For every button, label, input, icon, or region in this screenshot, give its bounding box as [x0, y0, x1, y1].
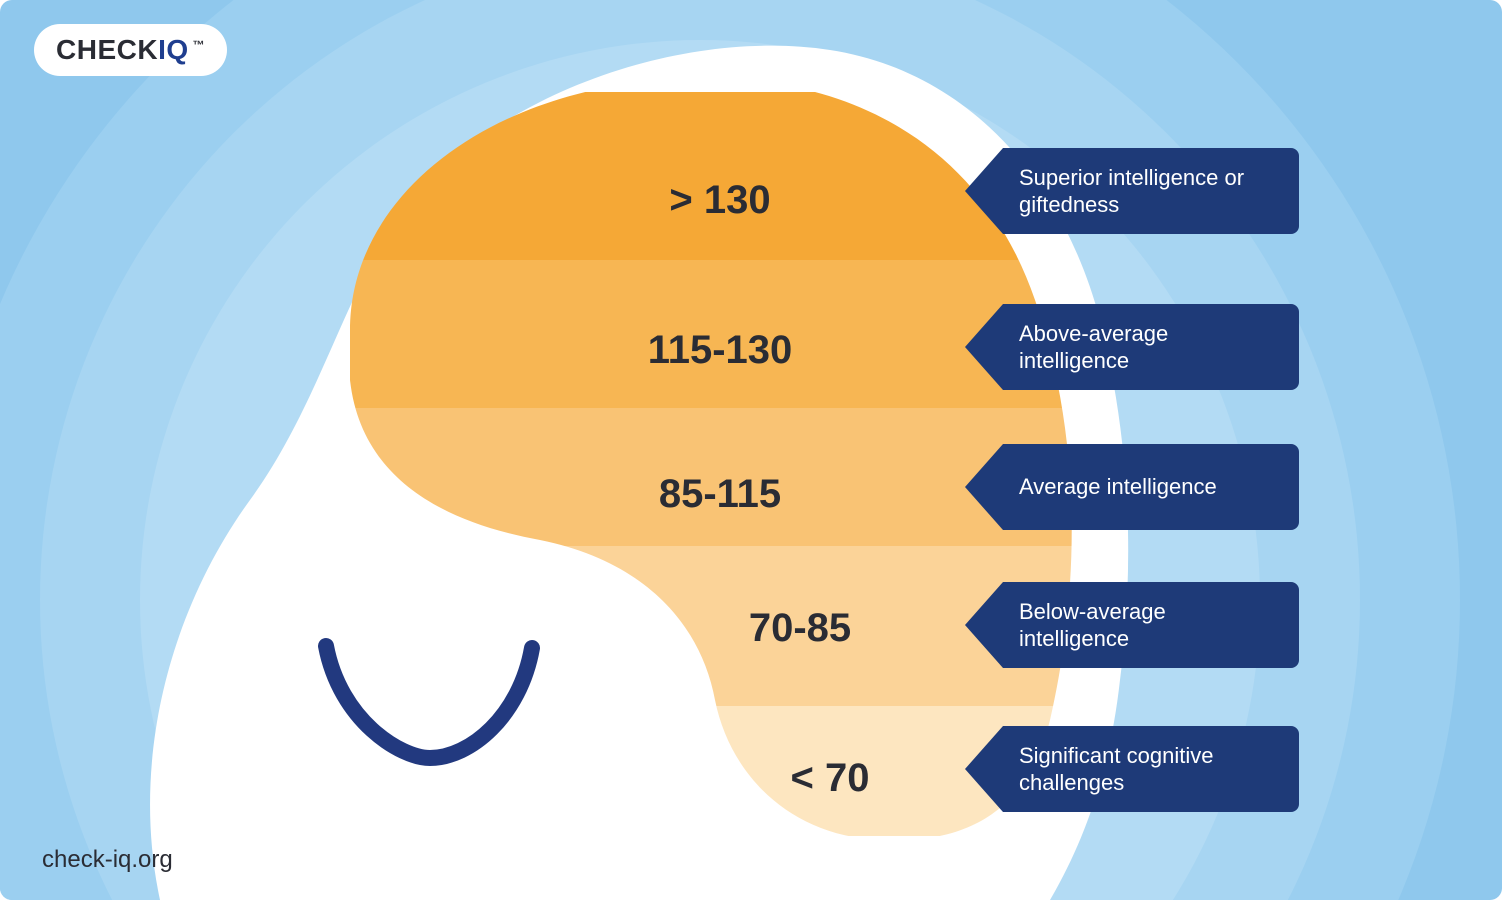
range-label-0: > 130 [590, 178, 850, 223]
logo-badge: CHECKIQ ™ [34, 24, 227, 76]
callout-text-0: Superior intelligence or giftedness [1003, 148, 1299, 234]
callout-text-1: Above-average intelligence [1003, 304, 1299, 390]
footer-url: check-iq.org [42, 846, 173, 874]
logo-trademark: ™ [193, 38, 205, 52]
range-label-4: < 70 [700, 756, 960, 801]
callout-arrow-icon [965, 444, 1003, 530]
callout-3: Below-average intelligence [965, 582, 1299, 668]
range-label-3: 70-85 [670, 606, 930, 651]
callout-1: Above-average intelligence [965, 304, 1299, 390]
callout-arrow-icon [965, 582, 1003, 668]
callout-4: Significant cognitive challenges [965, 726, 1299, 812]
callout-2: Average intelligence [965, 444, 1299, 530]
infographic-canvas: > 130 115-130 85-115 70-85 < 70 Superior… [0, 0, 1502, 900]
callout-arrow-icon [965, 148, 1003, 234]
callout-arrow-icon [965, 304, 1003, 390]
callout-0: Superior intelligence or giftedness [965, 148, 1299, 234]
callout-text-3: Below-average intelligence [1003, 582, 1299, 668]
callout-arrow-icon [965, 726, 1003, 812]
range-label-2: 85-115 [590, 472, 850, 517]
callout-text-4: Significant cognitive challenges [1003, 726, 1299, 812]
range-label-1: 115-130 [590, 328, 850, 373]
logo-text-check: CHECK [56, 34, 158, 66]
callout-text-2: Average intelligence [1003, 444, 1299, 530]
logo-text-iq: IQ [158, 34, 189, 66]
